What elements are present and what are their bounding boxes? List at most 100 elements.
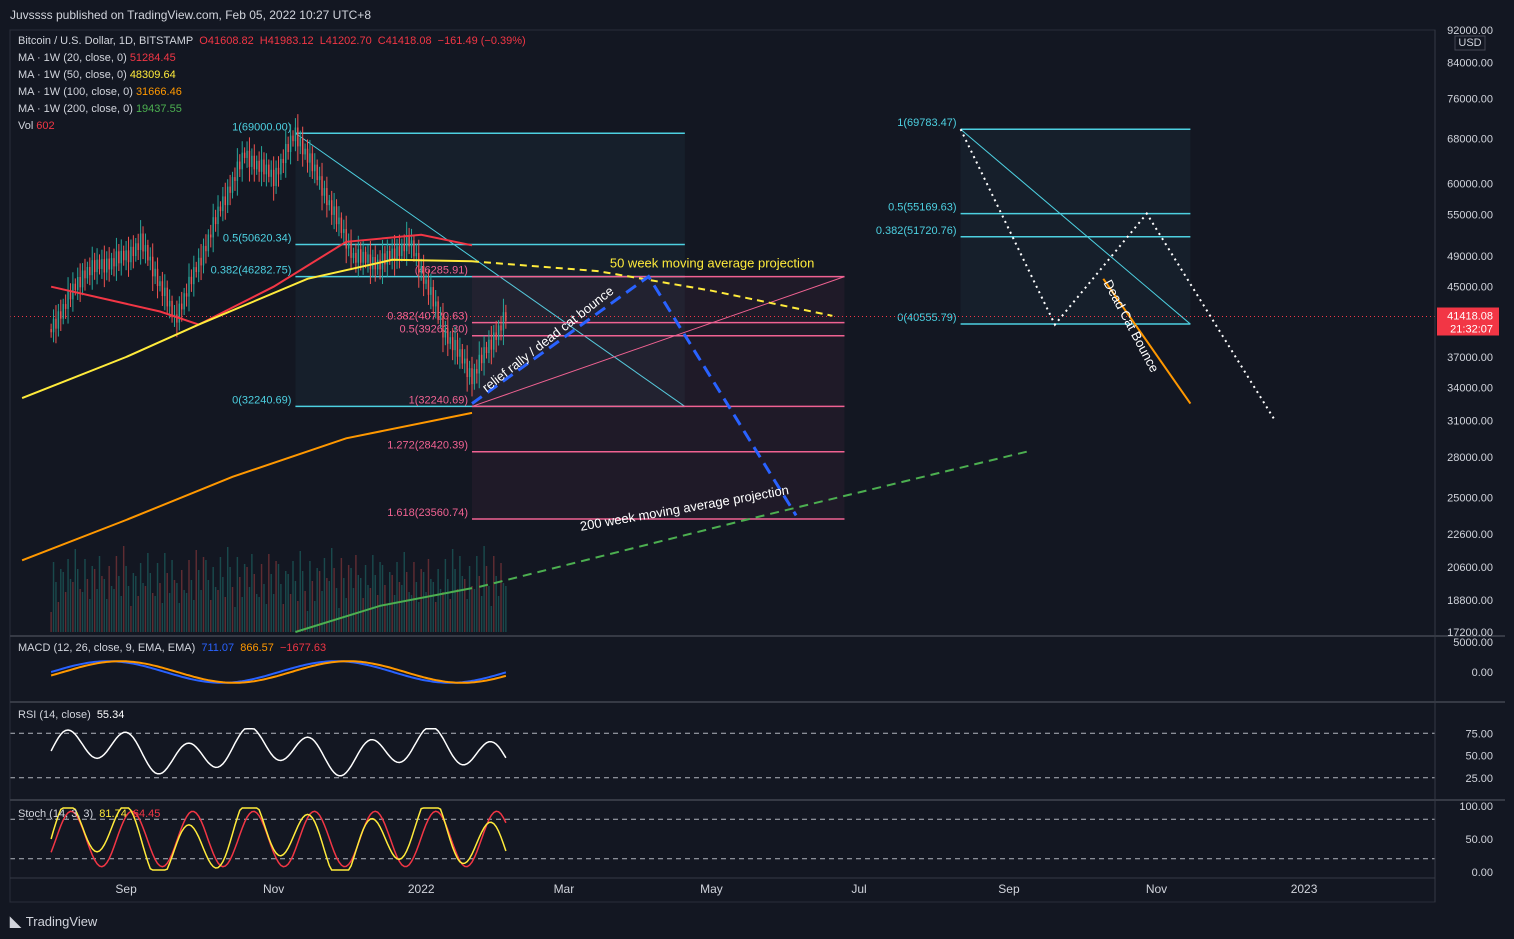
volume-bar xyxy=(156,563,159,632)
candle-body xyxy=(135,243,137,257)
time-tick-label: Nov xyxy=(1146,882,1167,896)
ma100-label: MA · 1W (100, close, 0) xyxy=(18,86,133,98)
volume-bar xyxy=(495,576,497,632)
candle-body xyxy=(89,267,91,276)
volume-bar xyxy=(444,559,447,632)
candle-body xyxy=(299,138,301,147)
tradingview-logo-icon: ◣ xyxy=(10,913,21,929)
volume-bar xyxy=(154,596,156,632)
ma200-value: 19437.55 xyxy=(135,103,182,115)
candle-body xyxy=(369,254,372,270)
candle-body xyxy=(166,287,168,307)
footer-brand[interactable]: ◣ TradingView xyxy=(10,913,97,930)
time-tick-label: 2023 xyxy=(1291,882,1318,896)
volume-bar xyxy=(343,578,345,632)
candle-body xyxy=(495,332,497,340)
volume-bar xyxy=(464,579,466,632)
volume-bar xyxy=(321,591,323,632)
ohlc-close: C41418.08 xyxy=(377,35,432,47)
candle-body xyxy=(207,234,210,252)
last-price-label: 41418.08 xyxy=(1447,311,1493,323)
candle-body xyxy=(410,240,413,247)
fib-mid-label: 0.5(39263.30) xyxy=(399,324,468,336)
candle-body xyxy=(464,358,466,364)
time-tick-label: May xyxy=(700,882,723,896)
price-tick-label: 25000.00 xyxy=(1447,493,1493,505)
ma200-legend[interactable]: MA · 1W (200, close, 0) 19437.55 xyxy=(18,103,185,115)
volume-bar xyxy=(352,588,355,632)
macd-label: MACD (12, 26, close, 9, EMA, EMA) xyxy=(18,642,196,654)
volume-bar xyxy=(401,585,403,632)
volume-bar xyxy=(376,595,379,632)
candle-body xyxy=(434,301,437,307)
ma100-legend[interactable]: MA · 1W (100, close, 0) 31666.46 xyxy=(18,86,185,98)
volume-bar xyxy=(287,574,289,632)
candle-body xyxy=(255,160,258,170)
candle-body xyxy=(490,339,493,350)
stoch-tick-label: 50.00 xyxy=(1465,834,1493,846)
candle-body xyxy=(263,159,265,175)
volume-bar xyxy=(212,567,214,632)
macd-legend[interactable]: MACD (12, 26, close, 9, EMA, EMA) 711.07… xyxy=(18,642,329,654)
price-tick-label: 55000.00 xyxy=(1447,210,1493,222)
price-tick-label: 20600.00 xyxy=(1447,562,1493,574)
volume-bar xyxy=(217,590,219,632)
candle-body xyxy=(197,257,200,273)
volume-bar xyxy=(410,595,413,632)
candle-body xyxy=(432,287,435,307)
candle-body xyxy=(289,135,292,152)
volume-bar xyxy=(164,553,166,632)
volume-bar xyxy=(195,550,197,632)
volume-bar xyxy=(328,581,331,632)
fib-mid-label: 1(32240.69) xyxy=(409,394,468,406)
candle-body xyxy=(408,235,410,247)
candle-body xyxy=(156,268,159,287)
candle-body xyxy=(84,270,86,279)
volume-bar xyxy=(282,604,285,632)
fib-right-trend xyxy=(960,128,1191,325)
candle-body xyxy=(345,229,347,249)
volume-bar xyxy=(142,583,144,632)
volume-bar xyxy=(234,607,236,632)
volume-bar xyxy=(248,587,251,632)
volume-bar xyxy=(258,597,260,632)
fib-mid-label: 1.618(23560.74) xyxy=(387,507,468,519)
volume-bar xyxy=(461,576,464,632)
volume-bar xyxy=(151,593,154,632)
candle-body xyxy=(64,304,67,309)
candle-body xyxy=(333,206,335,215)
volume-bar xyxy=(439,589,442,632)
volume-bar xyxy=(389,572,391,632)
volume-bar xyxy=(224,597,226,632)
rsi-legend[interactable]: RSI (14, close) 55.34 xyxy=(18,709,127,721)
candle-body xyxy=(401,243,403,257)
fib-right-label: 0.382(51720.76) xyxy=(876,225,957,237)
candle-body xyxy=(96,259,98,273)
volume-bar xyxy=(350,568,352,632)
candle-body xyxy=(468,368,471,378)
candle-body xyxy=(347,240,350,249)
ma20-legend[interactable]: MA · 1W (20, close, 0) 51284.45 xyxy=(18,52,179,64)
volume-legend[interactable]: Vol 602 xyxy=(18,120,58,132)
candle-body xyxy=(437,301,439,319)
volume-bar xyxy=(340,558,343,632)
stoch-legend[interactable]: Stoch (14, 3, 3) 81.74 64.45 xyxy=(18,808,163,820)
candle-body xyxy=(340,217,343,233)
volume-bar xyxy=(372,555,374,632)
volume-bar xyxy=(255,594,258,632)
volume-bar xyxy=(369,588,372,632)
volume-bar xyxy=(130,606,132,632)
volume-bar xyxy=(188,560,190,632)
candle-body xyxy=(301,138,304,155)
symbol-legend[interactable]: Bitcoin / U.S. Dollar, 1D, BITSTAMP O416… xyxy=(18,35,529,47)
price-series xyxy=(21,114,507,633)
candle-body xyxy=(367,254,369,263)
volume-bar xyxy=(118,576,120,632)
volume-bar xyxy=(485,566,488,632)
macd-value-1: 711.07 xyxy=(201,642,235,654)
volume-bar xyxy=(466,599,468,632)
volume-bar xyxy=(226,547,229,632)
ma50-legend[interactable]: MA · 1W (50, close, 0) 48309.64 xyxy=(18,69,179,81)
volume-bar xyxy=(185,593,188,632)
